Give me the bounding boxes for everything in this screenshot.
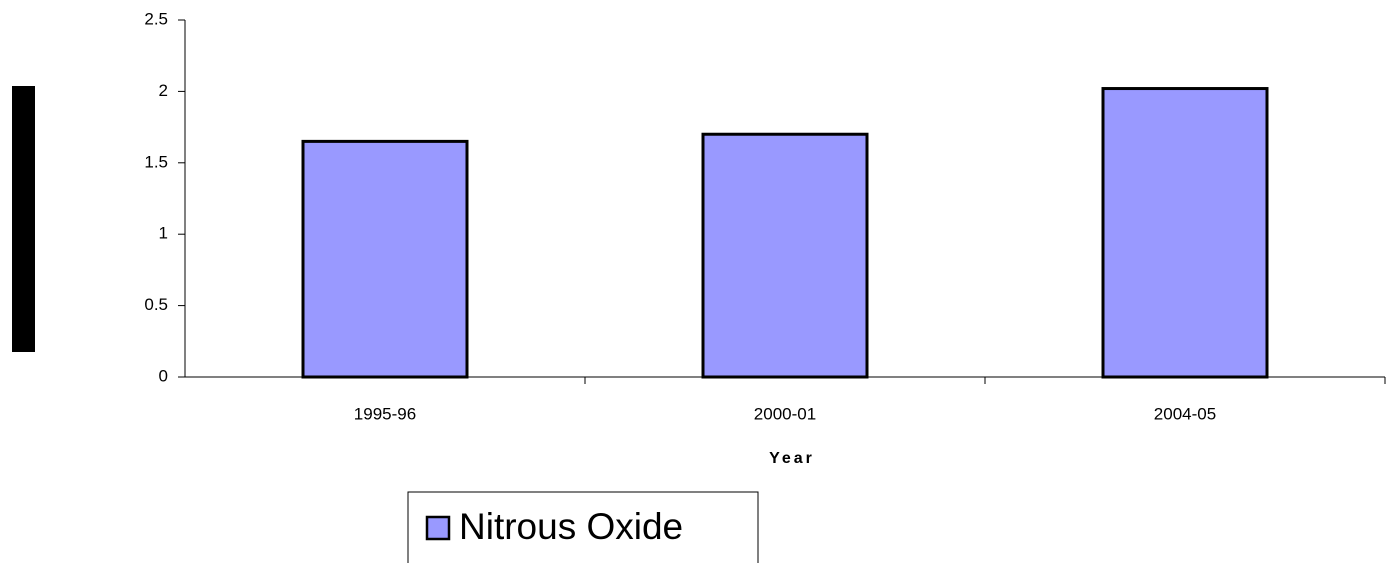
y-tick-label: 2 — [159, 81, 168, 100]
x-tick-label: 2000-01 — [754, 404, 816, 423]
x-tick-label: 1995-96 — [354, 404, 416, 423]
y-tick-label: 1 — [159, 224, 168, 243]
bar — [701, 132, 869, 379]
y-tick-label: 0 — [159, 366, 168, 385]
x-axis-title: Year — [769, 450, 815, 467]
y-tick-label: 0.5 — [144, 295, 168, 314]
legend — [407, 491, 759, 563]
legend-swatch — [425, 515, 451, 541]
legend-label: Nitrous Oxide — [459, 506, 683, 547]
redacted-axis-label — [12, 86, 35, 352]
bar — [301, 139, 469, 379]
bar — [1101, 87, 1269, 379]
y-tick-label: 2.5 — [144, 9, 168, 28]
x-tick-label: 2004-05 — [1154, 404, 1216, 423]
y-tick-label: 1.5 — [144, 152, 168, 171]
